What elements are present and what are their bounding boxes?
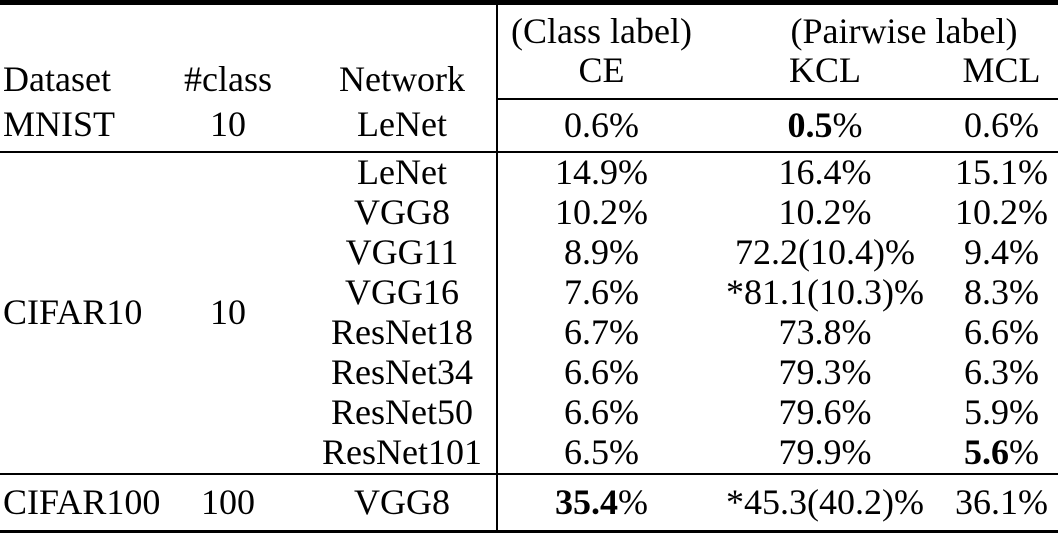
network-cell: ResNet18 (331, 312, 473, 353)
network-cell: LeNet (357, 104, 447, 145)
header-row-groups: Dataset #class Network (Class label) (Pa… (0, 2, 1058, 97)
col-header-mcl: MCL (945, 51, 1058, 100)
table-row: ResNet101 6.5% 79.9% 5.6% (0, 433, 1058, 474)
mcl-value-cell: 6.6% (964, 312, 1039, 353)
kcl-value-cell: 73.8% (778, 312, 872, 353)
dataset-cell: MNIST (3, 104, 116, 145)
mcl-value-cell: 6.3% (964, 352, 1039, 393)
kcl-value-cell: 79.3% (778, 352, 872, 393)
kcl-value-cell: 10.2% (778, 192, 872, 233)
network-cell: LeNet (308, 151, 497, 193)
ce-value-cell: 8.9% (496, 233, 705, 273)
mcl-value-cell: 0.6% (964, 104, 1039, 145)
ce-value-cell: 7.6% (496, 273, 705, 313)
network-cell: VGG16 (345, 272, 459, 313)
num-class-cell: 10 (210, 104, 246, 145)
col-header-network: Network (339, 58, 465, 99)
table-row: ResNet18 6.7% 73.8% 6.6% (0, 313, 1058, 353)
col-header-num-class: #class (184, 58, 272, 99)
kcl-value-cell: 79.9% (778, 432, 872, 473)
network-cell: ResNet101 (322, 432, 482, 473)
network-cell: VGG11 (345, 232, 459, 273)
mcl-value-cell: 8.3% (964, 272, 1039, 313)
group-header-class-label: (Class label) (496, 2, 705, 51)
table-row: VGG8 10.2% 10.2% 10.2% (0, 193, 1058, 233)
table-row: VGG16 7.6% *81.1(10.3)% 8.3% (0, 273, 1058, 313)
best-result-value: 0.5 (787, 104, 833, 145)
col-header-dataset: Dataset (3, 58, 111, 99)
mcl-value-cell: 36.1% (945, 473, 1058, 533)
num-class-cell: 100 (148, 473, 308, 533)
ce-value-cell: 6.6% (496, 393, 705, 433)
network-cell: ResNet34 (331, 352, 473, 393)
header-row-methods: CE KCL MCL (0, 51, 1058, 100)
kcl-value-cell: *45.3(40.2)% (705, 473, 945, 533)
mcl-value-cell: 5.9% (964, 392, 1039, 433)
network-cell: VGG8 (308, 473, 497, 533)
dataset-cell: CIFAR100 (0, 473, 160, 533)
ce-value-cell: 0.6% (496, 99, 705, 152)
table-row: VGG11 8.9% 72.2(10.4)% 9.4% (0, 233, 1058, 273)
mcl-value-cell: 10.2% (955, 192, 1048, 233)
kcl-value-cell: *81.1(10.3)% (726, 272, 924, 313)
ce-value-cell: 6.6% (496, 353, 705, 393)
ce-value-cell: 35.4% (496, 473, 705, 533)
best-result-value: 5.6 (964, 432, 1009, 473)
kcl-value-cell: 0.5% (787, 104, 863, 145)
table-row: CIFAR10 10 LeNet 14.9% 16.4% 15.1% (0, 151, 1058, 474)
num-class-cell: 10 (148, 151, 308, 474)
col-header-kcl: KCL (705, 51, 945, 100)
network-cell: ResNet50 (331, 392, 473, 433)
kcl-value-cell: 16.4% (705, 151, 945, 193)
dataset-cell: CIFAR10 (0, 151, 148, 474)
mcl-value-cell: 5.6% (964, 432, 1039, 473)
mcl-value-cell: 15.1% (945, 151, 1058, 193)
ce-value-cell: 6.5% (496, 433, 705, 474)
kcl-value-cell: 72.2(10.4)% (735, 232, 915, 273)
ce-value-cell: 6.7% (496, 313, 705, 353)
table-header: Dataset #class Network (Class label) (Pa… (0, 2, 1058, 100)
mcl-value-cell: 9.4% (964, 232, 1039, 273)
network-cell: VGG8 (354, 192, 450, 233)
col-header-ce: CE (496, 51, 705, 100)
table-row: ResNet34 6.6% 79.3% 6.3% (0, 353, 1058, 393)
ce-value-cell: 10.2% (496, 193, 705, 233)
table-row: MNIST 10 LeNet 0.6% 0.5% 0.6% (0, 99, 1058, 152)
table-row: ResNet50 6.6% 79.6% 5.9% (0, 393, 1058, 433)
table-row: CIFAR100 100 VGG8 35.4% *45.3(40.2)% 36.1% (0, 473, 1058, 533)
ce-value-cell: 14.9% (496, 151, 705, 193)
group-header-pairwise-label: (Pairwise label) (790, 10, 1018, 51)
best-result-value: 35.4 (555, 481, 618, 522)
kcl-value-cell: 79.6% (778, 392, 872, 433)
table-body: MNIST 10 LeNet 0.6% 0.5% 0.6% CIFAR10 10 LeNet 14… (0, 99, 1058, 533)
